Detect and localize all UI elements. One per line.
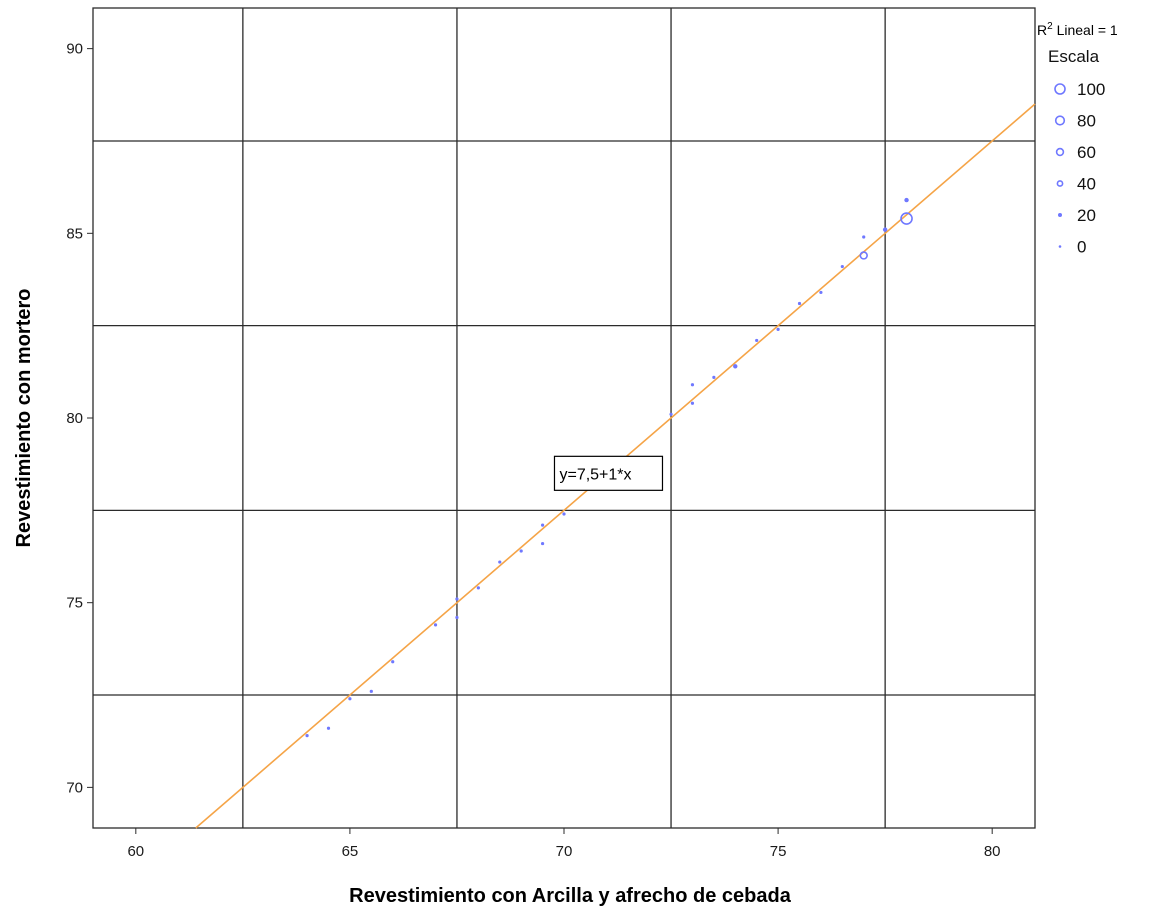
data-point — [882, 227, 888, 232]
points-layer — [305, 197, 913, 738]
data-point — [755, 338, 759, 343]
data-point — [348, 697, 352, 701]
x-tick-label: 65 — [342, 843, 359, 860]
y-tick-label: 90 — [66, 41, 83, 58]
x-tick-label: 75 — [770, 843, 787, 860]
data-point — [391, 660, 395, 664]
data-point — [776, 327, 780, 331]
x-axis-title: Revestimiento con Arcilla y afrecho de c… — [349, 885, 792, 907]
y-tick-label: 75 — [66, 595, 83, 612]
legend-label: 100 — [1077, 80, 1105, 99]
legend-marker — [1058, 245, 1062, 248]
data-point — [862, 235, 866, 239]
data-point — [369, 689, 373, 693]
data-point — [797, 301, 802, 306]
data-point — [819, 290, 823, 295]
r2-suffix: Lineal = 1 — [1053, 22, 1118, 38]
legend-marker — [1058, 213, 1062, 217]
data-point — [840, 264, 844, 269]
equation-box-frame — [553, 455, 664, 491]
data-point — [476, 586, 480, 590]
data-point — [690, 383, 695, 387]
legend-marker — [1056, 180, 1064, 187]
legend-label: 40 — [1077, 175, 1096, 194]
y-axis-title: Revestimiento con mortero — [13, 289, 35, 548]
data-point — [562, 512, 566, 516]
data-point — [669, 412, 673, 416]
data-point — [859, 251, 868, 260]
data-point — [540, 541, 545, 546]
x-tick-label: 60 — [127, 843, 144, 860]
data-point — [433, 623, 438, 627]
data-point — [498, 560, 502, 564]
legend-marker — [1054, 83, 1066, 95]
equation-label: y=7,5+1*x — [559, 466, 631, 483]
r2-prefix: R — [1037, 22, 1047, 38]
x-tick-label: 80 — [984, 843, 1001, 860]
x-tick-label: 70 — [556, 843, 573, 860]
data-point — [540, 523, 545, 527]
data-point — [305, 734, 309, 738]
data-point — [690, 401, 695, 405]
equation-box: y=7,5+1*x — [553, 455, 664, 491]
legend-label: 60 — [1077, 143, 1096, 162]
r2-sup: 2 — [1047, 21, 1053, 32]
data-point — [900, 212, 913, 225]
y-tick-label: 85 — [66, 225, 83, 242]
r2-label: R2 Lineal = 1 — [1037, 21, 1118, 38]
data-point — [733, 364, 738, 369]
y-tick-label: 70 — [66, 779, 83, 796]
data-point — [904, 197, 909, 203]
legend-marker — [1054, 115, 1066, 126]
legend-label: 20 — [1077, 206, 1096, 225]
data-point — [455, 615, 459, 620]
data-point — [326, 726, 331, 730]
legend-marker — [1055, 147, 1065, 157]
legend-entries: 100 80 60 40 20 0 — [1054, 80, 1105, 257]
data-point — [455, 597, 459, 601]
y-tick-label: 80 — [66, 410, 83, 427]
legend: R2 Lineal = 1 Escala 100 80 60 40 20 0 — [1037, 21, 1118, 257]
data-point — [519, 549, 523, 553]
data-point — [712, 375, 716, 379]
axis-ticks: 60 65 70 75 80 70 75 80 85 90 — [66, 41, 1000, 860]
legend-title: Escala — [1048, 47, 1100, 66]
legend-label: 0 — [1077, 238, 1086, 257]
legend-label: 80 — [1077, 112, 1096, 131]
